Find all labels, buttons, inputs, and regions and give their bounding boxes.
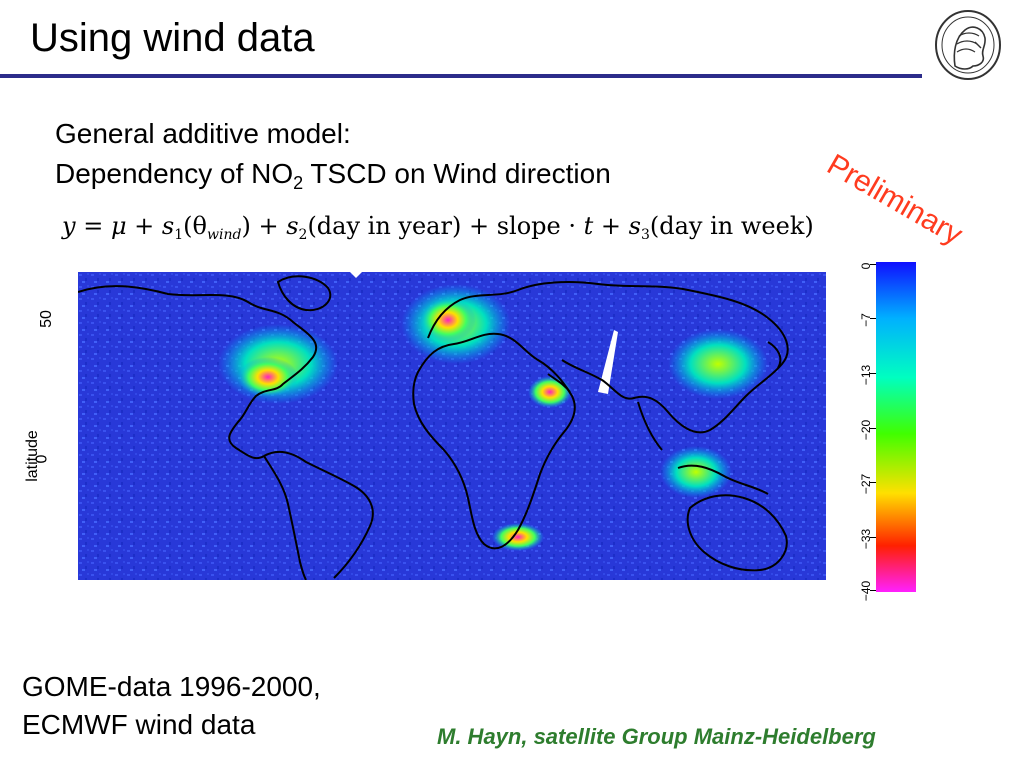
intro-line-1: General additive model: xyxy=(55,118,351,149)
formula-day-in-year: (day in year) xyxy=(307,212,462,240)
formula-day-in-week: (day in week) xyxy=(649,212,814,240)
hotspot-east-asia xyxy=(668,329,768,399)
colorbar-tickmark xyxy=(870,318,876,319)
coast-greenland xyxy=(276,275,332,312)
coastlines xyxy=(78,275,789,580)
colorbar-tick-7: −7 xyxy=(859,313,873,327)
formula-t: t xyxy=(583,212,594,240)
formula-close-1: ) xyxy=(241,212,251,240)
colorbar-tick-27: −27 xyxy=(859,473,873,495)
intro-line-2: Dependency of NO2 TSCD on Wind direction xyxy=(55,154,611,194)
coast-arabian-gulf xyxy=(547,373,571,393)
wind-dependency-map xyxy=(78,272,826,580)
gam-formula: y = μ + s1(θwind) + s2(day in year) + sl… xyxy=(62,212,814,243)
data-source-note: GOME-data 1996-2000, ECMWF wind data xyxy=(22,668,321,744)
intro-line-2-subscript: 2 xyxy=(293,173,304,193)
colorbar xyxy=(876,262,916,592)
coast-japan xyxy=(767,341,782,369)
hotspot-eastern-usa xyxy=(238,357,298,397)
y-axis-label: latitude xyxy=(24,430,41,482)
colorbar-tickmark xyxy=(870,264,876,265)
formula-mu: μ xyxy=(110,212,127,240)
colorbar-tickmark xyxy=(870,373,876,374)
ytick-label-50: 50 xyxy=(37,310,55,328)
colorbar-tickmark xyxy=(870,428,876,429)
colorbar-tickmark xyxy=(870,537,876,538)
colorbar-gradient xyxy=(876,262,916,592)
colorbar-tick-0: 0 xyxy=(859,262,873,270)
formula-plus-2: + xyxy=(250,212,287,240)
coast-south-america-west xyxy=(263,455,307,580)
colorbar-tick-40: −40 xyxy=(859,580,873,602)
slide-title: Using wind data xyxy=(30,16,315,60)
formula-plus-3: + xyxy=(461,212,497,240)
formula-theta: (θ xyxy=(183,212,207,240)
coast-africa xyxy=(412,332,576,550)
intro-line-2-prefix: Dependency of NO xyxy=(55,158,294,189)
formula-plus-1: + xyxy=(126,212,162,240)
colorbar-tick-33: −33 xyxy=(859,528,873,550)
coast-australia xyxy=(686,494,788,572)
coast-indonesia xyxy=(677,464,769,495)
formula-equals: = xyxy=(75,212,111,240)
coast-india xyxy=(637,401,663,451)
coast-south-america-east xyxy=(263,450,374,579)
formula-plus-4: + xyxy=(593,212,629,240)
colorbar-tickmark xyxy=(870,482,876,483)
author-credit: M. Hayn, satellite Group Mainz-Heidelber… xyxy=(437,724,876,749)
formula-s2-sub: 2 xyxy=(298,227,308,243)
formula-s3-sub: 3 xyxy=(640,227,650,243)
data-source-line-1: GOME-data 1996-2000, xyxy=(22,671,321,702)
colorbar-tick-20: −20 xyxy=(859,419,873,441)
formula-s1-sub: 1 xyxy=(174,227,184,243)
hotspot-persian-gulf xyxy=(528,376,572,408)
minerva-logo-icon xyxy=(935,10,1001,80)
colorbar-tick-13: −13 xyxy=(859,364,873,386)
title-underline xyxy=(0,74,922,78)
missing-data-indian-ocean xyxy=(598,330,618,394)
formula-y: y xyxy=(62,212,76,240)
intro-line-2-suffix: TSCD on Wind direction xyxy=(303,158,611,189)
formula-theta-sub: wind xyxy=(206,227,242,243)
hotspot-western-europe xyxy=(420,298,476,342)
preliminary-label: Preliminary xyxy=(821,148,968,252)
coast-eurasia xyxy=(427,281,789,434)
coast-north-america xyxy=(78,285,318,460)
hotspot-indonesia xyxy=(660,446,732,498)
model-description: General additive model: Dependency of NO… xyxy=(55,114,611,194)
formula-s2: s xyxy=(286,212,299,240)
map-svg xyxy=(78,272,826,580)
colorbar-tickmark xyxy=(870,590,876,591)
formula-s1: s xyxy=(161,212,175,240)
formula-slope: slope · xyxy=(496,212,584,240)
missing-data-arctic xyxy=(350,272,362,278)
formula-s3: s xyxy=(628,212,641,240)
data-source-line-2: ECMWF wind data xyxy=(22,709,256,740)
